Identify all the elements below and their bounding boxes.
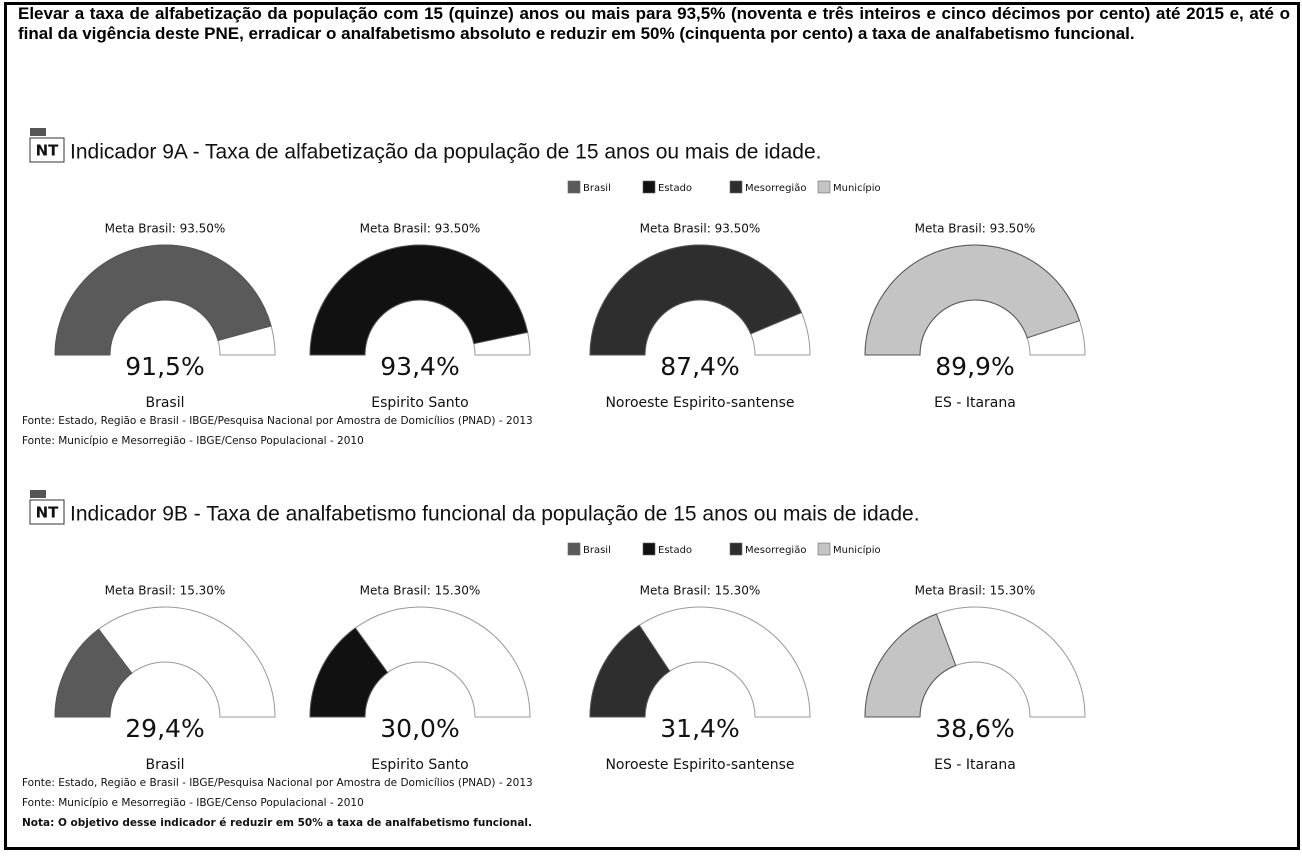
gauge-name: Noroeste Espirito-santense bbox=[605, 395, 794, 411]
gauge-value-label: 30,0% bbox=[380, 714, 459, 743]
icon bbox=[29, 137, 65, 163]
icon bbox=[29, 499, 65, 525]
gauge-value-label: 93,4% bbox=[380, 352, 459, 381]
section-title: Indicador 9B - Taxa de analfabetismo fun… bbox=[70, 503, 920, 526]
gauge-title: Meta Brasil: 93.50% bbox=[915, 222, 1036, 236]
gauge-name: ES - Itarana bbox=[934, 395, 1016, 411]
gauge-value-label: 89,9% bbox=[935, 352, 1014, 381]
gauge-value-label: 38,6% bbox=[935, 714, 1014, 743]
legend-swatch bbox=[567, 542, 581, 556]
gauge-value bbox=[54, 628, 133, 718]
gauge-value bbox=[54, 244, 272, 356]
icon-tab bbox=[30, 128, 46, 136]
gauge-value bbox=[589, 244, 803, 356]
gauge-name: Brasil bbox=[145, 395, 184, 411]
legend-label: Município bbox=[833, 182, 881, 194]
legend-swatch bbox=[567, 180, 581, 194]
gauge-value bbox=[589, 624, 671, 718]
note: Fonte: Estado, Região e Brasil - IBGE/Pe… bbox=[22, 415, 533, 427]
legend-swatch bbox=[817, 180, 831, 194]
legend-label: Mesorregião bbox=[745, 183, 806, 194]
legend-swatch bbox=[729, 180, 743, 194]
gauge-name: Brasil bbox=[145, 757, 184, 773]
icon-tab bbox=[30, 490, 46, 498]
legend-swatch bbox=[729, 542, 743, 556]
gauge-value bbox=[864, 244, 1081, 356]
note: Nota: O objetivo desse indicador é reduz… bbox=[22, 817, 532, 829]
legend-swatch bbox=[642, 180, 656, 194]
gauge-name: Noroeste Espirito-santense bbox=[605, 757, 794, 773]
gauge-title: Meta Brasil: 93.50% bbox=[640, 222, 761, 236]
gauge-title: Meta Brasil: 15.30% bbox=[915, 584, 1036, 598]
section-title: Indicador 9A - Taxa de alfabetização da … bbox=[70, 141, 822, 164]
legend-label: Brasil bbox=[583, 545, 611, 556]
legend-swatch bbox=[817, 542, 831, 556]
legend-label: Brasil bbox=[583, 183, 611, 194]
legend-label: Município bbox=[833, 544, 881, 556]
note: Fonte: Município e Mesorregião - IBGE/Ce… bbox=[22, 797, 364, 809]
frame bbox=[4, 2, 1300, 850]
gauge-title: Meta Brasil: 93.50% bbox=[360, 222, 481, 236]
gauge-value-label: 87,4% bbox=[660, 352, 739, 381]
icon-label: NT bbox=[36, 142, 60, 160]
legend-label: Estado bbox=[658, 183, 692, 194]
gauge-title: Meta Brasil: 15.30% bbox=[105, 584, 226, 598]
legend-swatch bbox=[642, 542, 656, 556]
gauge-name: Espirito Santo bbox=[371, 757, 468, 773]
gauge-value-label: 31,4% bbox=[660, 714, 739, 743]
gauge-name: ES - Itarana bbox=[934, 757, 1016, 773]
gauge-value bbox=[864, 613, 957, 718]
icon-label: NT bbox=[36, 504, 60, 522]
legend-label: Mesorregião bbox=[745, 545, 806, 556]
gauge-value-label: 29,4% bbox=[125, 714, 204, 743]
gauge-value bbox=[309, 627, 389, 718]
note: Fonte: Estado, Região e Brasil - IBGE/Pe… bbox=[22, 777, 533, 789]
gauge-title: Meta Brasil: 15.30% bbox=[640, 584, 761, 598]
header-text: Elevar a taxa de alfabetização da popula… bbox=[18, 4, 1290, 43]
gauge-value bbox=[309, 244, 529, 356]
gauge-title: Meta Brasil: 15.30% bbox=[360, 584, 481, 598]
gauge-name: Espirito Santo bbox=[371, 395, 468, 411]
gauge-value-label: 91,5% bbox=[125, 352, 204, 381]
gauge-title: Meta Brasil: 93.50% bbox=[105, 222, 226, 236]
legend-label: Estado bbox=[658, 545, 692, 556]
note: Fonte: Município e Mesorregião - IBGE/Ce… bbox=[22, 435, 364, 447]
